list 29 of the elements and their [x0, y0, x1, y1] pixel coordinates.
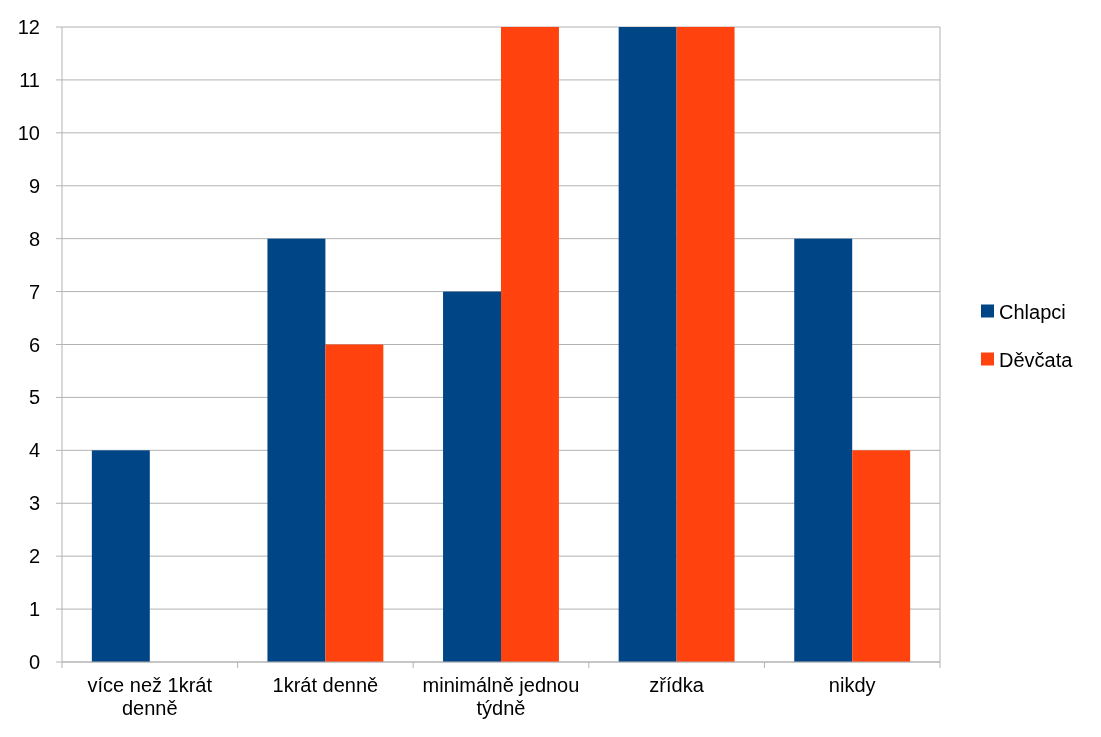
- y-tick-label: 2: [28, 545, 40, 568]
- bar: [325, 344, 384, 662]
- y-tick-label: 0: [28, 651, 40, 673]
- y-tick-label: 9: [28, 174, 40, 197]
- legend-label: Chlapci: [999, 300, 1066, 323]
- y-tick-label: 7: [28, 280, 40, 303]
- bar: [852, 450, 911, 662]
- bar: [676, 27, 735, 662]
- y-tick-label: 1: [28, 598, 40, 621]
- x-tick-label: zřídka: [649, 674, 705, 696]
- y-tick-label: 10: [17, 121, 40, 144]
- legend-label: Děvčata: [999, 348, 1074, 371]
- y-tick-label: 12: [17, 16, 40, 38]
- x-tick-label: minimálně jednou týdně: [422, 674, 580, 719]
- bar: [91, 450, 150, 662]
- y-tick-label: 5: [28, 386, 40, 409]
- y-tick-label: 11: [19, 68, 40, 91]
- bar: [501, 27, 559, 662]
- y-tick-label: 6: [28, 333, 40, 356]
- bar: [794, 238, 853, 662]
- bar: [618, 27, 677, 662]
- bar: [443, 291, 501, 662]
- x-tick-label: nikdy: [828, 674, 876, 696]
- bar: [267, 238, 326, 662]
- x-tick-label: 1krát denně: [272, 674, 379, 696]
- y-tick-label: 3: [28, 492, 40, 515]
- y-tick-label: 4: [28, 439, 40, 462]
- y-tick-label: 8: [28, 227, 40, 250]
- x-tick-label: více než 1krát denně: [87, 674, 213, 719]
